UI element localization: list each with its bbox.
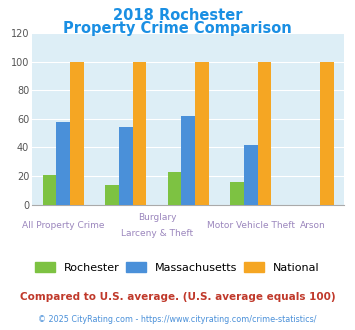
Bar [168, 172, 181, 205]
Bar [56, 122, 70, 205]
Text: Arson: Arson [300, 221, 326, 230]
Bar [70, 62, 84, 205]
Text: Burglary: Burglary [138, 213, 176, 222]
Bar [230, 182, 244, 205]
Text: All Property Crime: All Property Crime [22, 221, 104, 230]
Bar [244, 145, 257, 205]
Text: 2018 Rochester: 2018 Rochester [113, 8, 242, 23]
Bar [320, 62, 334, 205]
Text: Compared to U.S. average. (U.S. average equals 100): Compared to U.S. average. (U.S. average … [20, 292, 335, 302]
Bar [119, 127, 132, 205]
Text: Motor Vehicle Theft: Motor Vehicle Theft [207, 221, 295, 230]
Text: © 2025 CityRating.com - https://www.cityrating.com/crime-statistics/: © 2025 CityRating.com - https://www.city… [38, 315, 317, 324]
Bar [132, 62, 146, 205]
Text: Property Crime Comparison: Property Crime Comparison [63, 21, 292, 36]
Bar [257, 62, 271, 205]
Legend: Rochester, Massachusetts, National: Rochester, Massachusetts, National [31, 258, 324, 278]
Bar [43, 175, 56, 205]
Bar [181, 116, 195, 205]
Bar [105, 184, 119, 205]
Bar [195, 62, 209, 205]
Text: Larceny & Theft: Larceny & Theft [121, 229, 193, 238]
